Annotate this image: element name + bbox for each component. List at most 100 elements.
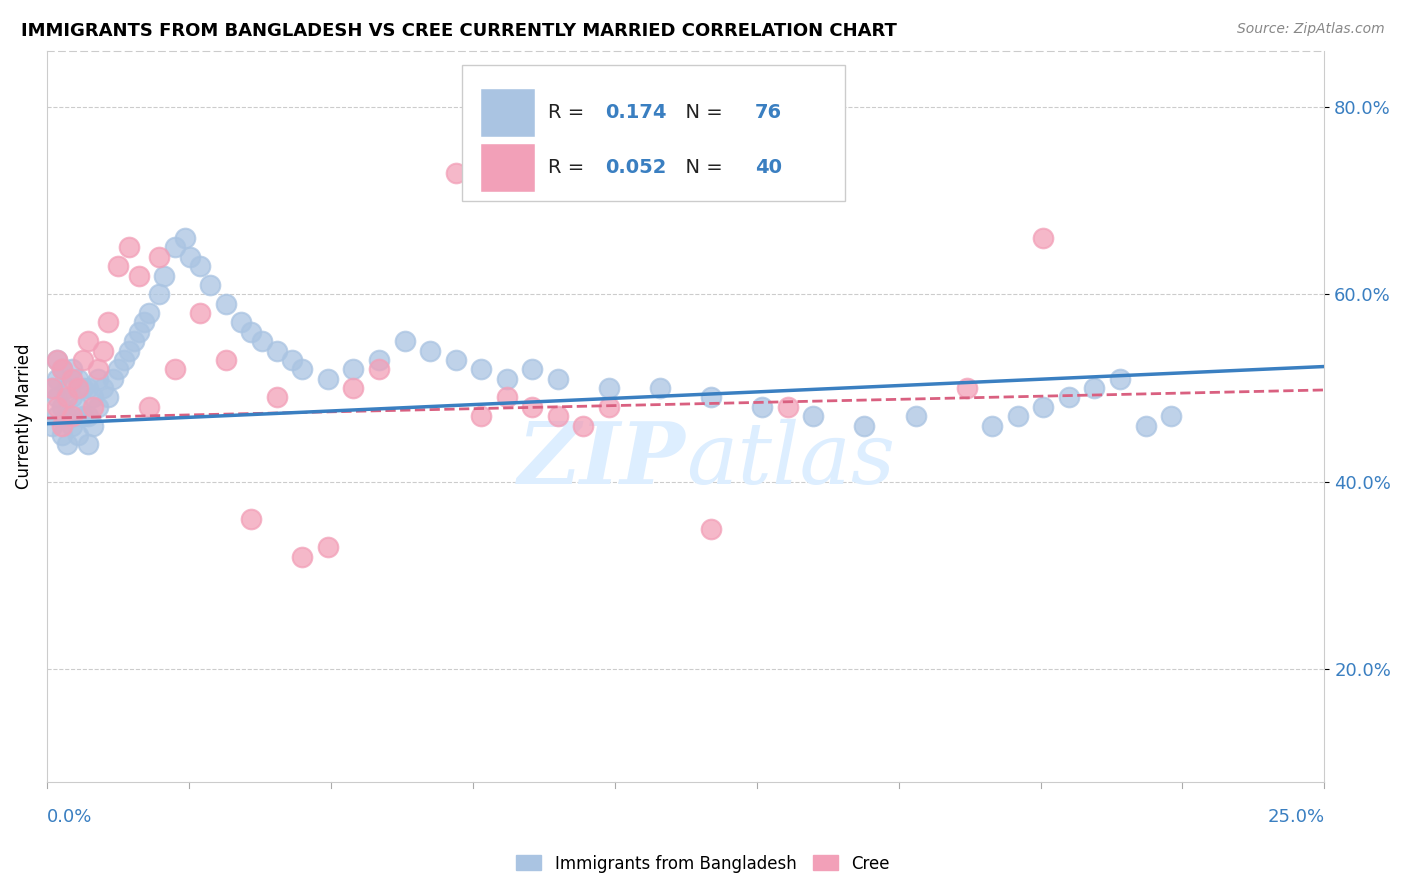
Point bbox=[1135, 418, 1157, 433]
Point bbox=[41, 381, 63, 395]
Point bbox=[956, 381, 979, 395]
FancyBboxPatch shape bbox=[463, 65, 845, 201]
Point bbox=[91, 343, 114, 358]
Point bbox=[394, 334, 416, 349]
Point bbox=[66, 400, 89, 414]
Point bbox=[128, 268, 150, 283]
FancyBboxPatch shape bbox=[481, 144, 534, 192]
Point bbox=[76, 334, 98, 349]
Text: 25.0%: 25.0% bbox=[1267, 808, 1324, 826]
Point bbox=[72, 409, 94, 424]
Point bbox=[1160, 409, 1182, 424]
Text: N =: N = bbox=[673, 158, 728, 178]
Point bbox=[41, 381, 63, 395]
Point bbox=[598, 400, 620, 414]
Point bbox=[368, 362, 391, 376]
Point bbox=[51, 400, 73, 414]
Point bbox=[1007, 409, 1029, 424]
Point bbox=[148, 250, 170, 264]
Point bbox=[128, 325, 150, 339]
Point bbox=[163, 362, 186, 376]
Point bbox=[62, 418, 84, 433]
Point bbox=[700, 522, 723, 536]
Point bbox=[751, 400, 773, 414]
Point bbox=[776, 400, 799, 414]
Point bbox=[66, 428, 89, 442]
Point bbox=[56, 409, 79, 424]
Point bbox=[148, 287, 170, 301]
Point bbox=[281, 353, 304, 368]
Point bbox=[1057, 391, 1080, 405]
Point bbox=[1032, 231, 1054, 245]
Point bbox=[229, 316, 252, 330]
Point bbox=[51, 362, 73, 376]
Point bbox=[66, 372, 89, 386]
Point bbox=[118, 240, 141, 254]
Point bbox=[419, 343, 441, 358]
Text: atlas: atlas bbox=[686, 418, 894, 501]
Point bbox=[266, 343, 288, 358]
Point bbox=[250, 334, 273, 349]
Point bbox=[444, 165, 467, 179]
Point bbox=[82, 391, 104, 405]
Point bbox=[51, 418, 73, 433]
Point bbox=[188, 306, 211, 320]
Text: 0.052: 0.052 bbox=[605, 158, 666, 178]
Point bbox=[240, 325, 263, 339]
Point bbox=[76, 381, 98, 395]
Point bbox=[153, 268, 176, 283]
Point bbox=[853, 418, 876, 433]
Point bbox=[107, 362, 129, 376]
Point bbox=[648, 381, 671, 395]
Point bbox=[495, 391, 517, 405]
Point bbox=[291, 549, 314, 564]
Point bbox=[138, 400, 160, 414]
Point bbox=[118, 343, 141, 358]
Point bbox=[138, 306, 160, 320]
Point bbox=[342, 381, 364, 395]
Point bbox=[62, 409, 84, 424]
Point bbox=[66, 381, 89, 395]
Point bbox=[904, 409, 927, 424]
Point bbox=[266, 391, 288, 405]
Point bbox=[188, 259, 211, 273]
Point bbox=[51, 362, 73, 376]
Point bbox=[62, 391, 84, 405]
Point bbox=[97, 316, 120, 330]
Point bbox=[522, 400, 544, 414]
Point bbox=[41, 418, 63, 433]
Point bbox=[291, 362, 314, 376]
Point bbox=[342, 362, 364, 376]
Point bbox=[803, 409, 825, 424]
Point bbox=[72, 381, 94, 395]
Y-axis label: Currently Married: Currently Married bbox=[15, 343, 32, 489]
Point bbox=[62, 372, 84, 386]
Text: IMMIGRANTS FROM BANGLADESH VS CREE CURRENTLY MARRIED CORRELATION CHART: IMMIGRANTS FROM BANGLADESH VS CREE CURRE… bbox=[21, 22, 897, 40]
Point bbox=[572, 418, 595, 433]
Point bbox=[56, 391, 79, 405]
Point bbox=[173, 231, 195, 245]
Point bbox=[46, 391, 69, 405]
Point bbox=[122, 334, 145, 349]
Point bbox=[87, 372, 110, 386]
Point bbox=[46, 353, 69, 368]
Point bbox=[215, 353, 238, 368]
Legend: Immigrants from Bangladesh, Cree: Immigrants from Bangladesh, Cree bbox=[509, 848, 897, 880]
Text: N =: N = bbox=[673, 103, 728, 122]
Point bbox=[112, 353, 135, 368]
FancyBboxPatch shape bbox=[481, 88, 534, 137]
Point bbox=[522, 362, 544, 376]
Text: 40: 40 bbox=[755, 158, 782, 178]
Point bbox=[56, 437, 79, 451]
Point bbox=[97, 391, 120, 405]
Point bbox=[87, 400, 110, 414]
Point bbox=[82, 400, 104, 414]
Point bbox=[981, 418, 1004, 433]
Text: 76: 76 bbox=[755, 103, 782, 122]
Point bbox=[368, 353, 391, 368]
Point bbox=[316, 541, 339, 555]
Text: R =: R = bbox=[548, 103, 591, 122]
Text: 0.174: 0.174 bbox=[605, 103, 666, 122]
Point bbox=[470, 409, 492, 424]
Point bbox=[76, 437, 98, 451]
